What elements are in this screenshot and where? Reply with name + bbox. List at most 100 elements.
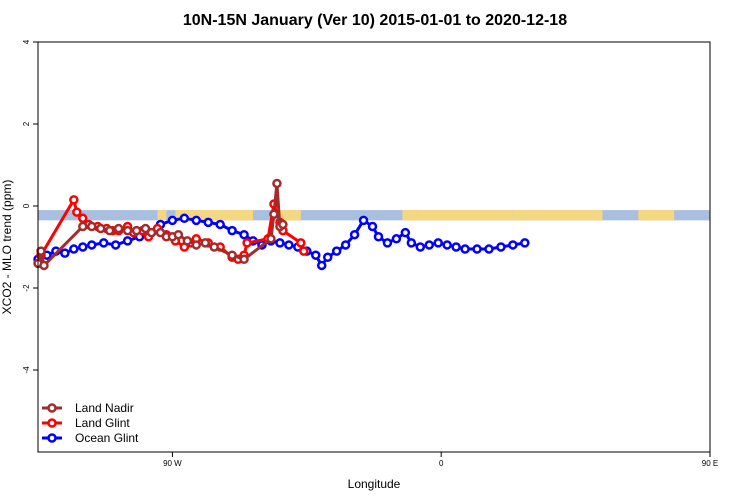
legend-label: Land Glint <box>75 416 130 430</box>
ocean-glint-point <box>415 242 426 252</box>
ocean-glint-point <box>382 238 393 248</box>
ocean-glint-point <box>331 246 342 256</box>
ocean-glint-point <box>78 242 88 252</box>
land-nadir-point <box>266 234 276 244</box>
ocean-glint-point <box>406 238 417 248</box>
ocean-glint-point <box>227 225 237 236</box>
ocean-glint-point <box>442 240 452 250</box>
ocean-glint-point <box>391 234 402 244</box>
ocean-glint-point <box>358 215 369 226</box>
land-segment <box>512 210 603 221</box>
land-nadir-point <box>173 229 184 240</box>
ocean-glint-point <box>484 244 494 254</box>
ocean-glint-point <box>508 240 518 250</box>
ocean-glint-point <box>373 232 384 242</box>
land-nadir-series <box>33 178 288 271</box>
ocean-glint-point <box>87 240 97 250</box>
legend-label: Land Nadir <box>75 401 134 415</box>
land-glint-point <box>78 213 88 224</box>
land-segment <box>402 210 418 221</box>
ocean-glint-point <box>349 229 360 240</box>
land-nadir-point <box>155 227 166 238</box>
land-layer <box>38 210 710 221</box>
legend-entry-land-nadir: Land Nadir <box>42 401 134 415</box>
legend-marker <box>47 433 57 443</box>
ocean-glint-point <box>520 238 530 248</box>
ocean-glint-point <box>60 248 70 258</box>
ocean-glint-point <box>451 242 461 252</box>
land-nadir-point <box>191 240 202 250</box>
land-nadir-point <box>113 223 124 234</box>
land-nadir-point <box>95 223 106 234</box>
land-nadir-point <box>122 225 133 236</box>
land-segment <box>276 210 301 221</box>
ocean-glint-point <box>98 238 109 248</box>
legend-label: Ocean Glint <box>75 431 139 445</box>
plot-frame <box>37 41 711 453</box>
land-nadir-point <box>182 236 193 246</box>
ocean-glint-point <box>316 260 327 271</box>
y-tick-label: 2 <box>22 121 31 126</box>
x-axis-label: Longitude <box>348 477 401 491</box>
ocean-glint-point <box>284 240 294 250</box>
land-glint-point <box>72 207 82 217</box>
legend-marker <box>47 418 57 428</box>
land-nadir-point <box>39 260 49 271</box>
ocean-glint-point <box>239 229 249 240</box>
ocean-glint-point <box>400 227 411 238</box>
land-nadir-point <box>87 221 97 232</box>
y-tick-label: 0 <box>22 203 31 208</box>
ocean-glint-point <box>322 252 333 262</box>
land-nadir-point <box>78 221 88 232</box>
land-glint-point <box>296 238 306 248</box>
ocean-band <box>38 210 710 221</box>
x-tick-label: 0 <box>439 459 444 468</box>
ocean-glint-point <box>424 240 435 250</box>
ocean-glint-point <box>433 238 443 248</box>
ocean-glint-point <box>191 215 202 226</box>
land-nadir-point <box>200 238 211 248</box>
land-nadir-point <box>140 223 151 234</box>
ocean-glint-point <box>275 238 285 248</box>
land-nadir-point <box>227 250 237 260</box>
ocean-glint-series <box>33 213 530 271</box>
legend-entry-ocean-glint: Ocean Glint <box>42 431 139 445</box>
ocean-glint-point <box>203 217 213 228</box>
chart-title: 10N-15N January (Ver 10) 2015-01-01 to 2… <box>183 12 567 29</box>
ocean-glint-point <box>460 244 470 254</box>
land-nadir-point <box>239 254 249 265</box>
land-nadir-point <box>146 227 157 238</box>
land-nadir-point <box>269 209 279 219</box>
ocean-glint-point <box>110 240 121 250</box>
ocean-glint-point <box>472 244 482 254</box>
land-nadir-point <box>209 242 219 252</box>
ocean-glint-point <box>496 242 506 252</box>
ocean-glint-point <box>311 250 321 260</box>
x-tick-label: 90 W <box>163 459 182 468</box>
legend-marker <box>47 403 57 413</box>
ocean-glint-point <box>122 236 133 246</box>
legend-entry-land-glint: Land Glint <box>42 416 130 430</box>
ocean-glint-point <box>367 221 378 232</box>
series-layer <box>33 178 530 271</box>
ocean-glint-point <box>167 215 178 226</box>
land-glint-point <box>242 238 252 248</box>
y-tick-label: -4 <box>22 366 31 374</box>
land-nadir-point <box>104 225 115 236</box>
y-tick-label: -2 <box>22 284 31 292</box>
land-segment <box>157 210 167 221</box>
land-segment <box>196 210 254 221</box>
x-tick-label: 90 E <box>702 459 718 468</box>
land-glint-point <box>299 246 309 256</box>
ocean-glint-point <box>340 240 351 250</box>
y-tick-label: 4 <box>22 39 31 44</box>
land-nadir-point <box>36 246 46 256</box>
axes-layer: 90 W 0 90 E 4 2 0 -2 -4 <box>22 39 718 468</box>
land-segment <box>417 210 489 221</box>
land-glint-point <box>69 195 79 205</box>
land-segment <box>638 210 675 221</box>
ocean-glint-point <box>69 244 79 254</box>
land-nadir-point <box>278 219 288 230</box>
